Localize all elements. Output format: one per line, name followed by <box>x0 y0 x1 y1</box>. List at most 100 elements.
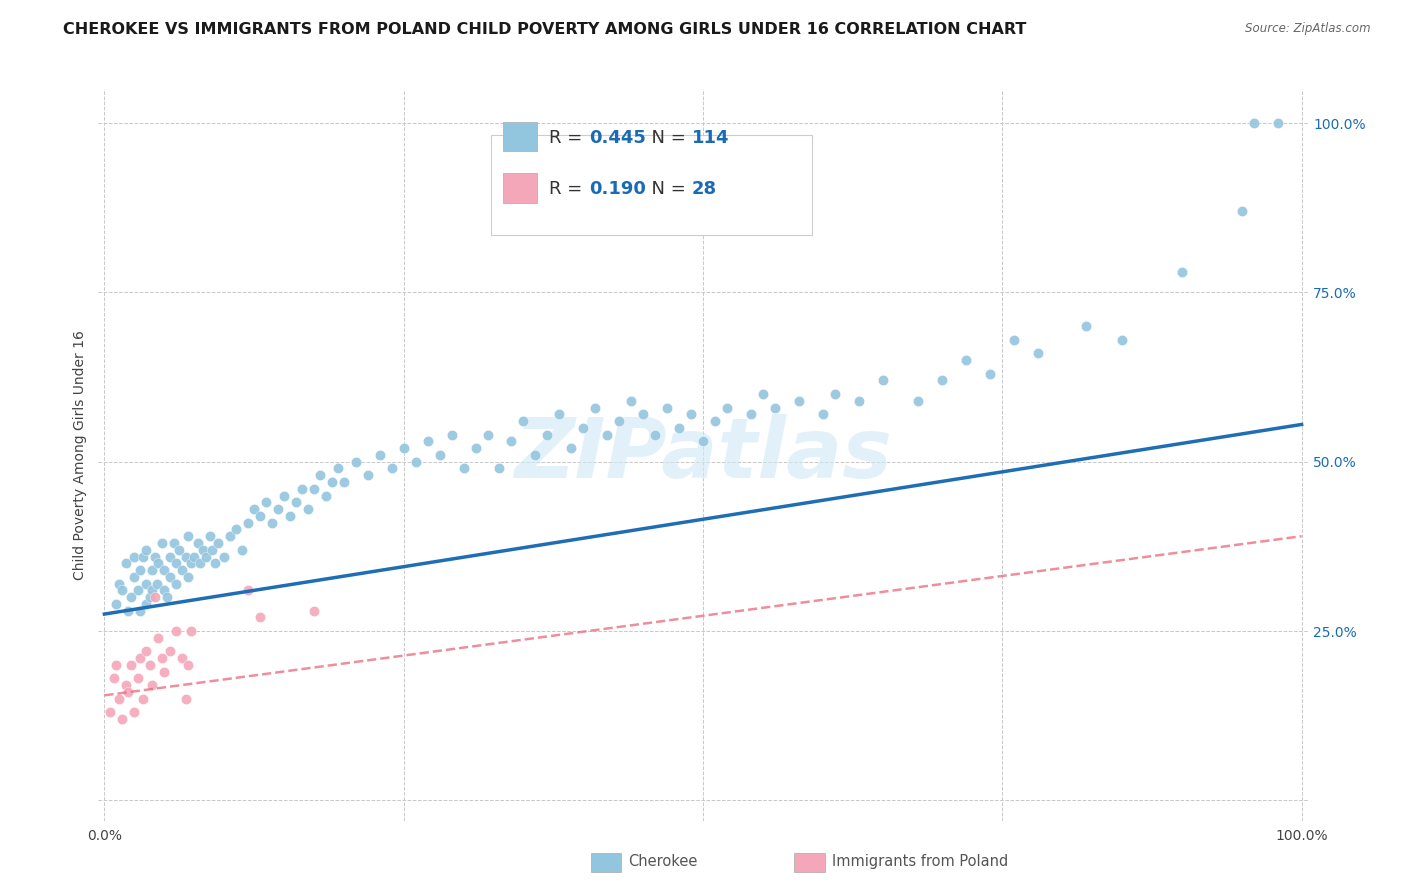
Point <box>704 414 727 428</box>
Point <box>129 651 152 665</box>
Point <box>368 448 391 462</box>
Point <box>631 407 654 421</box>
Point <box>1002 333 1025 347</box>
Point <box>129 563 152 577</box>
Point <box>488 461 510 475</box>
Point <box>1171 265 1194 279</box>
Point <box>100 706 122 720</box>
Point <box>143 590 166 604</box>
Point <box>284 495 307 509</box>
Point <box>1074 319 1097 334</box>
Point <box>679 407 702 421</box>
Point <box>811 407 834 421</box>
Point <box>644 427 666 442</box>
Bar <box>503 173 537 202</box>
Point <box>464 441 486 455</box>
Point <box>291 482 314 496</box>
Point <box>278 508 301 523</box>
Point <box>1267 116 1289 130</box>
Point <box>357 468 380 483</box>
Point <box>955 353 977 368</box>
Point <box>132 549 155 564</box>
Point <box>716 401 738 415</box>
Point <box>583 401 606 415</box>
Point <box>907 393 929 408</box>
Point <box>524 448 547 462</box>
Point <box>165 624 187 638</box>
Point <box>135 597 157 611</box>
Point <box>177 657 200 672</box>
Point <box>177 529 200 543</box>
Point <box>195 549 218 564</box>
Point <box>249 610 271 624</box>
Point <box>440 427 463 442</box>
Point <box>477 427 499 442</box>
Text: CHEROKEE VS IMMIGRANTS FROM POLAND CHILD POVERTY AMONG GIRLS UNDER 16 CORRELATIO: CHEROKEE VS IMMIGRANTS FROM POLAND CHILD… <box>63 22 1026 37</box>
Point <box>321 475 343 489</box>
Point <box>225 523 247 537</box>
Point <box>135 576 157 591</box>
Point <box>207 536 229 550</box>
Point <box>153 563 176 577</box>
Point <box>201 542 224 557</box>
Point <box>127 583 149 598</box>
Point <box>139 590 162 604</box>
Point <box>236 516 259 530</box>
Point <box>127 672 149 686</box>
Point <box>931 373 953 387</box>
Point <box>309 468 332 483</box>
Point <box>167 542 190 557</box>
Point <box>141 678 163 692</box>
Point <box>297 502 319 516</box>
Point <box>302 482 325 496</box>
Point <box>212 549 235 564</box>
Point <box>174 691 197 706</box>
Point <box>453 461 475 475</box>
Point <box>180 624 202 638</box>
Point <box>159 644 181 658</box>
Point <box>254 495 277 509</box>
FancyBboxPatch shape <box>492 135 811 235</box>
Point <box>172 651 194 665</box>
Point <box>117 685 139 699</box>
Point <box>177 570 200 584</box>
Point <box>872 373 894 387</box>
Point <box>103 672 125 686</box>
Point <box>416 434 439 449</box>
Point <box>1243 116 1265 130</box>
Point <box>219 529 242 543</box>
Point <box>315 489 337 503</box>
Point <box>243 502 266 516</box>
Point <box>165 576 187 591</box>
Point <box>141 583 163 598</box>
Point <box>105 657 128 672</box>
Point <box>231 542 253 557</box>
Text: N =: N = <box>640 180 692 198</box>
Text: Source: ZipAtlas.com: Source: ZipAtlas.com <box>1246 22 1371 36</box>
Point <box>129 604 152 618</box>
Point <box>692 434 714 449</box>
Point <box>204 556 226 570</box>
Point <box>187 536 209 550</box>
Point <box>249 508 271 523</box>
Text: 0.445: 0.445 <box>589 129 647 147</box>
Point <box>150 536 173 550</box>
Text: R =: R = <box>550 180 589 198</box>
Point <box>596 427 619 442</box>
Point <box>111 712 134 726</box>
Point <box>824 387 846 401</box>
Point <box>188 556 211 570</box>
Text: Immigrants from Poland: Immigrants from Poland <box>832 855 1008 869</box>
Point <box>191 542 214 557</box>
Point <box>655 401 678 415</box>
Point <box>607 414 630 428</box>
Point <box>156 590 179 604</box>
Point <box>1230 204 1253 219</box>
Point <box>111 583 134 598</box>
Point <box>979 367 1001 381</box>
Point <box>326 461 349 475</box>
Point <box>512 414 534 428</box>
Point <box>381 461 404 475</box>
Point <box>273 489 295 503</box>
Point <box>548 407 571 421</box>
